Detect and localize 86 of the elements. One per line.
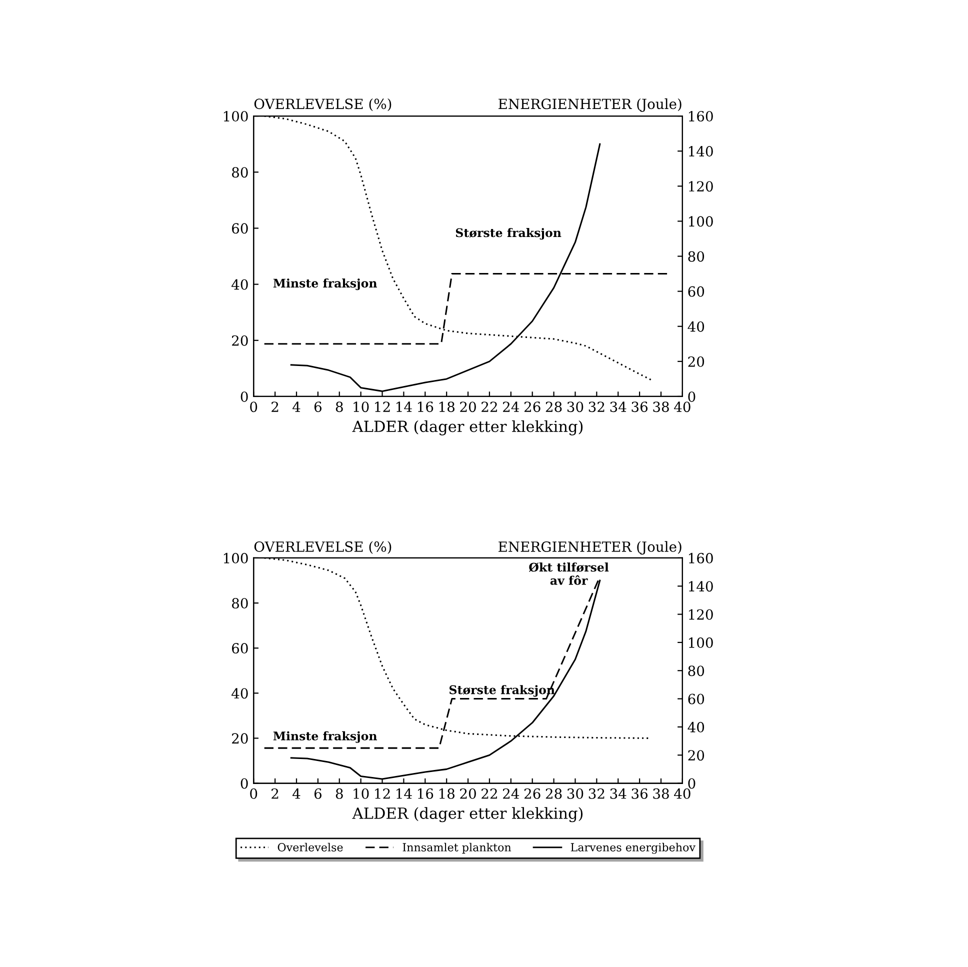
y2-tick-label: 100	[688, 637, 713, 648]
x-tick-label: 24	[503, 788, 520, 799]
y-tick-label: 60	[232, 223, 248, 234]
x-tick-label: 26	[524, 402, 540, 412]
x-tick-label: 10	[354, 402, 369, 412]
y-tick-label: 20	[232, 335, 248, 346]
x-tick-label: 8	[336, 402, 343, 412]
x-tick-label: 14	[396, 402, 412, 412]
y2-tick-label: 20	[688, 356, 704, 367]
y2-tick-label: 40	[688, 722, 704, 732]
y-tick-label: 100	[224, 552, 248, 564]
x-tick-label: 40	[674, 788, 690, 799]
y2-tick-label: 120	[688, 181, 713, 192]
x-tick-label: 38	[653, 788, 669, 799]
legend-label: Overlevelse	[278, 842, 343, 852]
x-tick-label: 10	[354, 788, 369, 799]
x-tick-label: 16	[418, 788, 434, 799]
x-tick-label: 36	[632, 402, 648, 412]
x-tick-label: 6	[314, 788, 322, 799]
x-tick-label: 40	[674, 402, 690, 412]
x-tick-label: 28	[546, 402, 562, 412]
x-tick-label: 20	[460, 402, 476, 412]
annotation: Økt tilførsel av fôr	[529, 562, 609, 585]
y2-tick-label: 160	[688, 552, 713, 564]
x-tick-label: 34	[610, 402, 626, 412]
annotation: Største fraksjon	[450, 685, 555, 697]
y2-tick-label: 120	[688, 609, 713, 620]
x-tick-label: 30	[567, 402, 584, 412]
legend-label: Larvenes energibehov	[570, 842, 696, 854]
x-tick-label: 0	[250, 402, 258, 412]
y-tick-label: 40	[232, 279, 248, 290]
y2-tick-label: 40	[688, 321, 704, 332]
y-tick-label: 0	[240, 391, 248, 402]
annotation: Minste fraksjon	[273, 278, 377, 290]
x-tick-label: 32	[588, 402, 604, 412]
x-tick-label: 30	[567, 788, 584, 799]
y2-tick-label: 60	[688, 286, 704, 297]
annotation: Minste fraksjon	[273, 731, 377, 743]
x-tick-label: 36	[632, 788, 648, 799]
x-tick-label: 4	[292, 402, 300, 412]
x-tick-label: 12	[375, 402, 390, 412]
x-tick-label: 0	[250, 788, 258, 799]
x-tick-label: 28	[546, 788, 562, 799]
x-tick-label: 2	[272, 788, 278, 799]
x-tick-label: 22	[482, 402, 497, 412]
legend-label: Innsamlet plankton	[402, 842, 512, 854]
x-tick-label: 14	[396, 788, 412, 799]
y-tick-label: 20	[232, 733, 248, 744]
y2-tick-label: 100	[688, 216, 713, 227]
x-tick-label: 26	[524, 788, 540, 799]
y2-tick-label: 160	[688, 111, 713, 122]
x-tick-label: 18	[439, 402, 454, 412]
y-axis-title: OVERLEVELSE (%)	[254, 541, 392, 554]
y-axis-title: OVERLEVELSE (%)	[254, 98, 392, 112]
annotation: Største fraksjon	[456, 228, 562, 240]
x-tick-label: 24	[503, 402, 520, 412]
y2-axis-title: ENERGIENHETER (Joule)	[498, 541, 682, 555]
y2-axis-title: ENERGIENHETER (Joule)	[498, 98, 682, 112]
y-tick-label: 80	[232, 598, 248, 608]
x-tick-label: 20	[460, 788, 476, 799]
y-tick-label: 80	[232, 167, 248, 178]
y-tick-label: 60	[232, 643, 248, 654]
y2-tick-label: 140	[688, 581, 713, 592]
x-tick-label: 12	[375, 788, 390, 799]
x-tick-label: 38	[653, 402, 669, 412]
y-tick-label: 100	[224, 111, 248, 122]
y2-tick-label: 60	[688, 694, 704, 704]
x-tick-label: 8	[336, 788, 343, 799]
x-tick-label: 16	[418, 402, 434, 412]
y2-tick-label: 0	[688, 391, 696, 402]
x-tick-label: 34	[610, 788, 626, 799]
y2-tick-label: 0	[688, 778, 696, 789]
x-tick-label: 6	[314, 402, 322, 412]
x-tick-label: 4	[292, 788, 300, 799]
x-axis-title: ALDER (dager etter klekking)	[352, 807, 583, 822]
x-tick-label: 18	[439, 788, 454, 799]
y2-tick-label: 80	[688, 666, 704, 676]
x-tick-label: 32	[588, 788, 604, 799]
y-tick-label: 0	[240, 778, 248, 789]
x-tick-label: 22	[482, 788, 497, 799]
y2-tick-label: 80	[688, 251, 704, 262]
x-axis-title: ALDER (dager etter klekking)	[352, 420, 583, 436]
y-tick-label: 40	[232, 688, 248, 699]
y2-tick-label: 20	[688, 750, 704, 761]
y2-tick-label: 140	[688, 146, 713, 157]
x-tick-label: 2	[272, 402, 278, 412]
